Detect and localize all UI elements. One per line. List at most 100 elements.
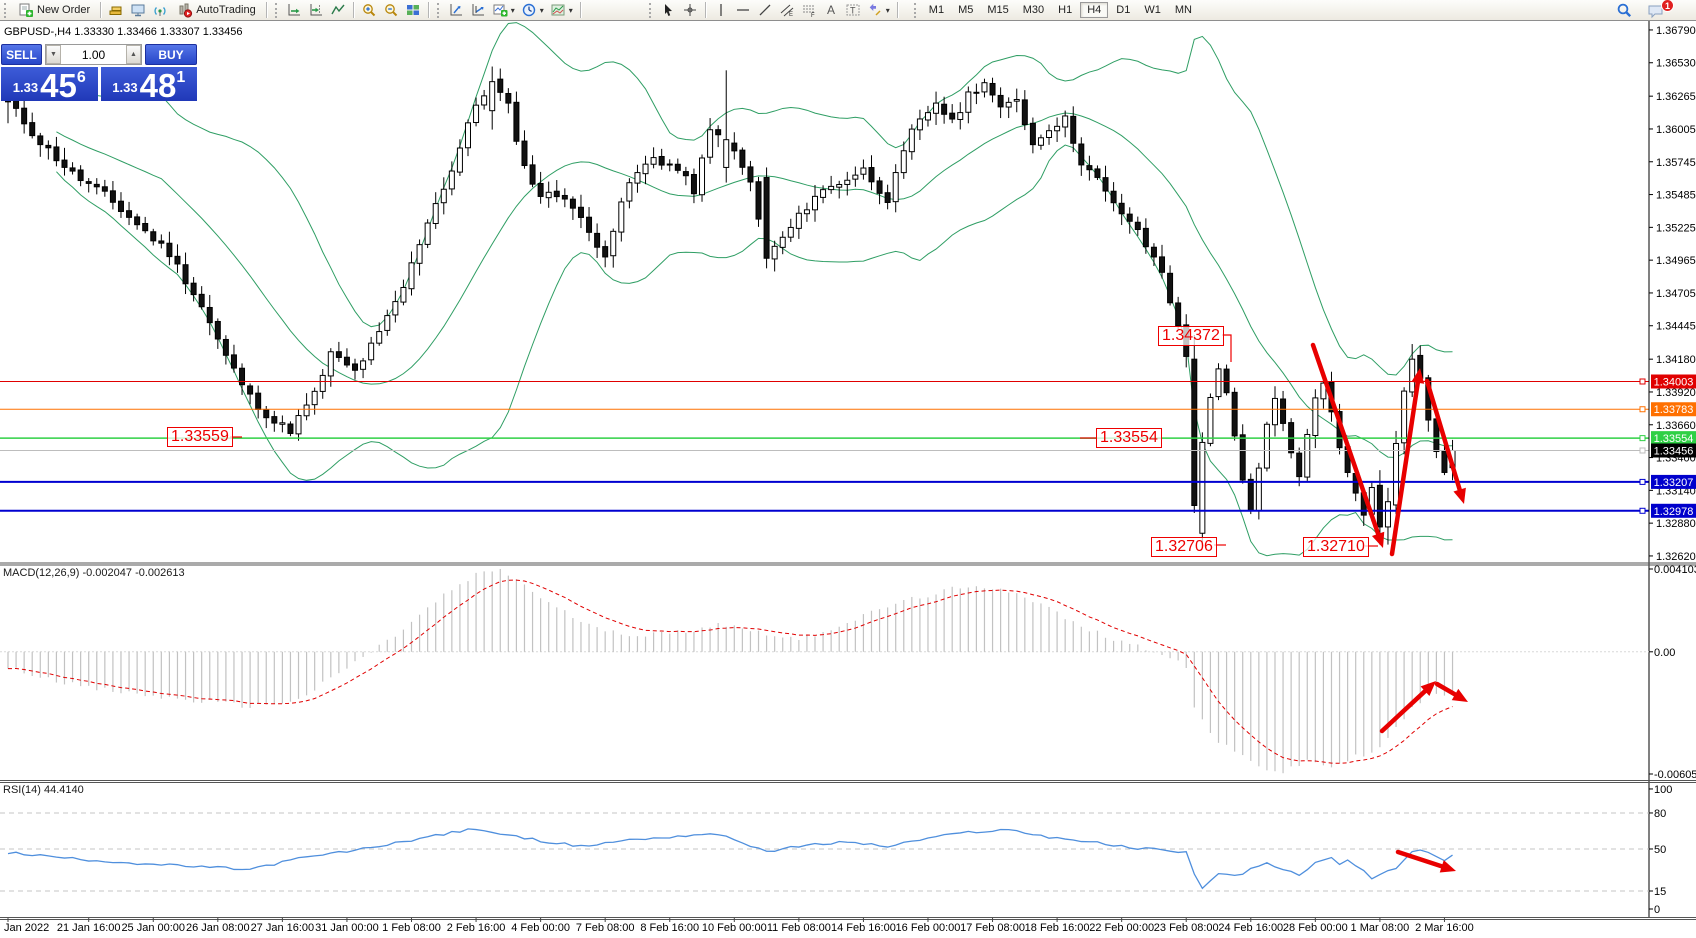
arrows-tool-button[interactable]: ▾: [864, 1, 893, 20]
buy-button[interactable]: BUY: [145, 44, 197, 65]
zoom-in-button[interactable]: [358, 1, 380, 20]
candle-chart-mode-button[interactable]: [467, 1, 489, 20]
volume-input[interactable]: [61, 45, 126, 64]
market-watch-button[interactable]: [105, 1, 127, 20]
dropdown-caret-icon: ▾: [510, 5, 515, 15]
svg-text:1.33660: 1.33660: [1656, 420, 1696, 432]
search-button[interactable]: [1613, 1, 1636, 20]
candle: [424, 222, 431, 245]
trend-arrow[interactable]: [1424, 378, 1466, 504]
zoom-out-button[interactable]: [380, 1, 402, 20]
candle: [481, 95, 488, 106]
candle: [1409, 358, 1416, 393]
candle: [174, 255, 181, 265]
rsi-trend-arrow[interactable]: [1395, 849, 1456, 873]
channel-tool-button[interactable]: E: [776, 1, 798, 20]
new-order-button[interactable]: New Order: [12, 1, 96, 20]
rsi-line: [7, 828, 1453, 890]
signals-button[interactable]: [149, 1, 171, 20]
timeframe-M5[interactable]: M5: [958, 4, 974, 16]
new-chart-button[interactable]: ▾: [489, 1, 518, 20]
time-label: 23 Feb 08:00: [1154, 922, 1219, 934]
dropdown-caret-icon: ▾: [885, 5, 890, 15]
line-handle[interactable]: [1639, 435, 1646, 442]
time-label: 11 Feb 08:00: [767, 922, 831, 934]
vertical-line-icon: [720, 4, 722, 16]
vertical-line-tool-button[interactable]: [710, 1, 732, 20]
horizontal-line-tool-button[interactable]: [732, 1, 754, 20]
fibonacci-icon: F: [802, 5, 815, 18]
candle: [949, 112, 956, 120]
sell-price-big: 45: [40, 66, 77, 104]
macd-trend-arrow[interactable]: [1434, 681, 1468, 702]
profile-button[interactable]: [327, 1, 349, 20]
zigzag-profile-icon: [331, 4, 345, 15]
timeframe-W1[interactable]: W1: [1144, 4, 1161, 16]
candle: [190, 282, 197, 296]
candle: [561, 194, 568, 200]
notification-badge: 1: [1661, 0, 1674, 12]
text-label-tool-button[interactable]: T: [842, 1, 864, 20]
timeframe-M15[interactable]: M15: [987, 4, 1009, 16]
price-annotation-label[interactable]: 1.33559: [167, 427, 233, 447]
timeframe-D1[interactable]: D1: [1116, 4, 1131, 16]
buy-price-display[interactable]: 1.33 48 1: [100, 67, 197, 102]
time-label: 21 Jan 16:00: [57, 922, 121, 934]
price-annotation-label[interactable]: 1.33554: [1096, 428, 1162, 448]
line-handle[interactable]: [1639, 507, 1646, 514]
bar-chart-mode-button[interactable]: [445, 1, 467, 20]
candle: [335, 351, 342, 358]
periods-button[interactable]: ▾: [518, 1, 547, 20]
timeframe-H1[interactable]: H1: [1058, 4, 1073, 16]
candle: [343, 356, 350, 366]
candle: [440, 188, 447, 204]
trendline-tool-button[interactable]: [754, 1, 776, 20]
line-handle[interactable]: [1639, 378, 1646, 385]
notifications-button[interactable]: 1: [1644, 0, 1674, 20]
sell-price-display[interactable]: 1.33 45 6: [1, 66, 98, 104]
volume-increase-button[interactable]: ▲: [126, 45, 141, 64]
timeframe-MN[interactable]: MN: [1174, 4, 1192, 16]
sell-button[interactable]: SELL: [1, 44, 42, 65]
templates-button[interactable]: ▾: [547, 1, 576, 20]
price-badge: [1651, 402, 1696, 417]
candle: [464, 122, 471, 149]
crosshair-tool-button[interactable]: [679, 1, 701, 20]
candle: [489, 81, 496, 112]
candle: [707, 129, 714, 158]
time-label: 17 Feb 08:00: [960, 922, 1025, 934]
trend-arrow[interactable]: [1310, 342, 1385, 548]
fibonacci-tool-button[interactable]: F: [798, 1, 820, 20]
chart-shift-button[interactable]: [305, 1, 327, 20]
line-handle[interactable]: [1639, 447, 1646, 454]
candle: [828, 185, 835, 191]
timeframe-M1[interactable]: M1: [928, 4, 945, 16]
tile-windows-button[interactable]: [402, 1, 424, 20]
buy-price-pip: 1: [176, 69, 186, 86]
macd-trend-arrow[interactable]: [1379, 681, 1436, 734]
price-annotation-label[interactable]: 1.34372: [1158, 326, 1224, 346]
data-window-button[interactable]: [127, 1, 149, 20]
trend-arrow[interactable]: [1389, 368, 1425, 557]
time-label: 25 Jan 00:00: [121, 922, 185, 934]
timeframe-M30[interactable]: M30: [1022, 4, 1045, 16]
candle: [473, 104, 480, 124]
auto-scroll-button[interactable]: [283, 1, 305, 20]
price-annotation-label[interactable]: 1.32706: [1151, 537, 1217, 557]
timeframe-H4[interactable]: H4: [1080, 2, 1109, 18]
candle: [908, 128, 915, 153]
price-annotation-label[interactable]: 1.32710: [1303, 537, 1369, 557]
line-handle[interactable]: [1639, 406, 1646, 413]
volume-decrease-button[interactable]: ▼: [46, 45, 61, 64]
toolbar-grip: [648, 2, 654, 18]
line-handle[interactable]: [1639, 478, 1646, 485]
annotation-pointer: [1222, 334, 1232, 362]
candle: [13, 99, 20, 109]
arrows-icon: [869, 3, 881, 16]
cursor-tool-button[interactable]: [657, 1, 679, 20]
svg-text:1.34003: 1.34003: [1654, 376, 1694, 388]
price-badge: [1651, 474, 1696, 489]
text-tool-button[interactable]: A: [820, 1, 842, 20]
autotrading-button[interactable]: AutoTrading: [171, 1, 262, 20]
